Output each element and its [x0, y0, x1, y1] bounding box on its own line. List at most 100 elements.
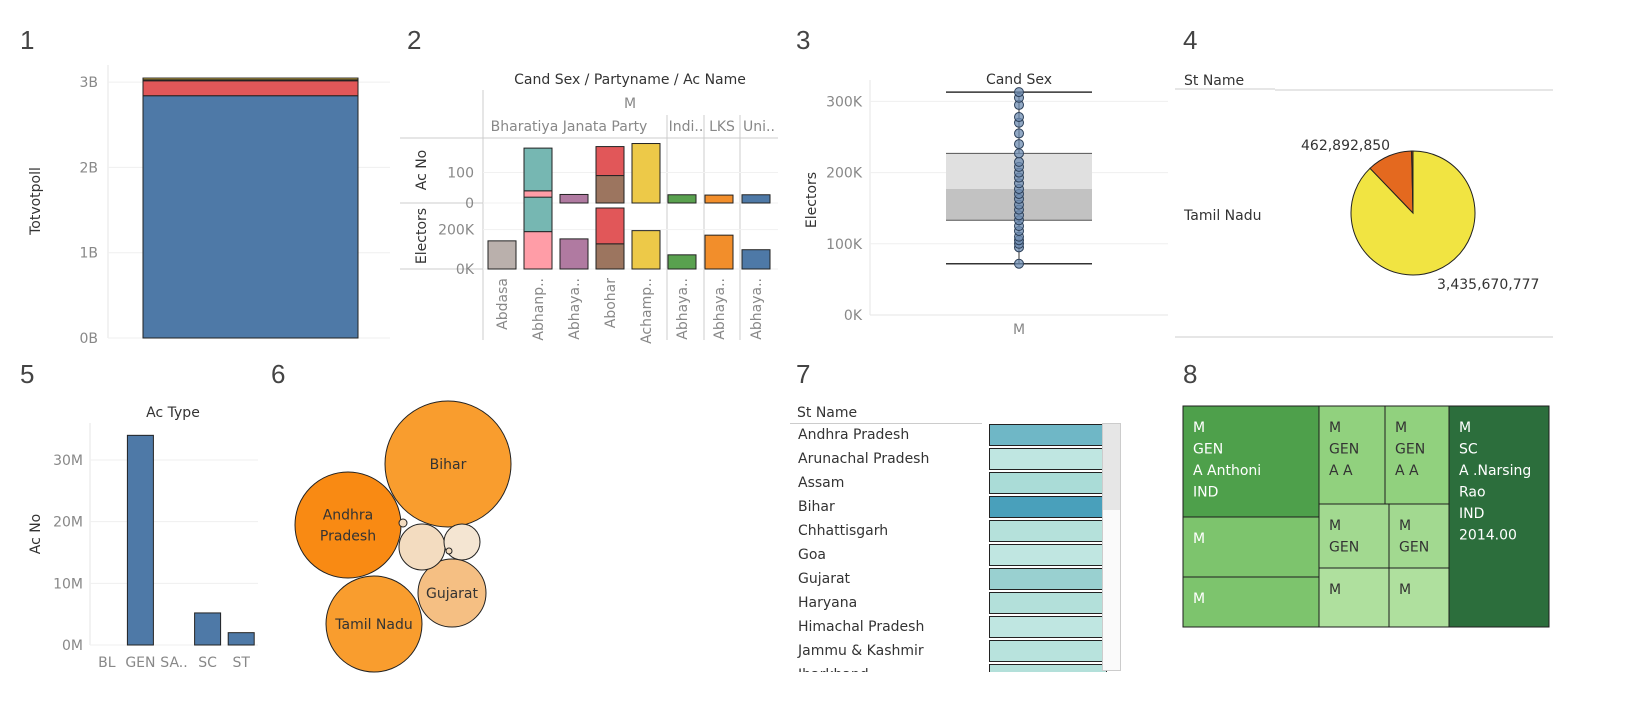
heat-cell: [989, 496, 1107, 518]
y-tick-label: 3B: [79, 75, 98, 91]
panel-number-1: 1: [20, 25, 35, 55]
stacked-bar-segment: [142, 77, 359, 81]
heat-cell: [989, 520, 1107, 542]
x-tick-label: Abdasa: [495, 278, 511, 330]
row-label: Gujarat: [798, 571, 851, 587]
treemap-tile-label: IND: [1459, 506, 1484, 522]
row-label: Jharkhand: [798, 667, 869, 672]
bubble-label: Andhra: [323, 508, 374, 524]
treemap-tile-label: 2014.00: [1459, 528, 1517, 544]
bar: [227, 632, 255, 646]
y-axis-title: Totvotpoll: [28, 167, 44, 236]
table-row: Haryana: [790, 591, 1130, 616]
data-point: [1014, 156, 1024, 167]
y-tick-label: 0B: [79, 331, 98, 347]
treemap-tile: [1448, 405, 1550, 628]
chart-2-party-bars: Cand Sex / Partyname / Ac Name M Bharatiya…: [400, 72, 778, 344]
treemap-tile-label: M: [1329, 518, 1341, 534]
treemap-tile-label: M: [1459, 420, 1471, 436]
treemap-tile-label: SC: [1459, 442, 1478, 458]
x-tick-label: Achamp..: [639, 278, 655, 344]
treemap-tile: [1388, 503, 1450, 569]
y-tick-label: 200K: [826, 166, 863, 182]
scrollbar-thumb[interactable]: [1103, 424, 1120, 510]
data-point: [1014, 148, 1024, 159]
row-label: Arunachal Pradesh: [798, 451, 930, 467]
chart-8-treemap: M GEN A Anthoni IND M M M GEN A A M GEN A A M GEN M GEN…: [1182, 405, 1550, 628]
bar-segment: [704, 234, 734, 270]
row-label: Haryana: [798, 595, 858, 611]
treemap-tile-label: M: [1193, 591, 1205, 607]
treemap-tile-label: M: [1399, 582, 1411, 598]
heat-cell: [989, 568, 1107, 590]
header-rule: [790, 423, 982, 424]
bubble-label: Gujarat: [426, 586, 479, 602]
table-row: Bihar: [790, 495, 1130, 520]
bar-segment: [667, 194, 697, 204]
bar-segment: [631, 230, 661, 270]
row-label: Assam: [798, 475, 845, 491]
bubble-label: Bihar: [430, 457, 467, 473]
treemap-tile: [1182, 516, 1320, 578]
table-row: Arunachal Pradesh: [790, 447, 1130, 472]
bubble: [398, 523, 446, 571]
column-header: St Name: [1184, 73, 1244, 89]
y-tick-label: 100K: [826, 237, 863, 253]
bar-segment: [523, 196, 553, 233]
header-party-label: LKS: [709, 119, 735, 135]
panel-number-2: 2: [407, 25, 422, 55]
header-title: Cand Sex / Partyname / Ac Name: [514, 72, 746, 88]
data-point: [1014, 87, 1024, 98]
heat-cell: [989, 592, 1107, 614]
treemap-tile: [1388, 567, 1450, 628]
panel-number-4: 4: [1183, 25, 1198, 55]
y-tick-label: 200K: [438, 223, 475, 239]
panel-number-8: 8: [1183, 359, 1198, 389]
treemap-tile-label: A .Narsing: [1459, 463, 1531, 479]
y-axis-title: Electors: [804, 172, 820, 228]
row-label: Chhattisgarh: [798, 523, 889, 539]
bubble: [294, 471, 402, 579]
bar-segment: [704, 194, 734, 204]
treemap-tile-label: A Anthoni: [1193, 463, 1261, 479]
table-row: Jharkhand: [790, 663, 1130, 672]
bubble: [325, 575, 423, 673]
x-tick-label: ST: [232, 655, 250, 671]
y-tick-label: 10M: [53, 576, 83, 592]
bubble-label: Pradesh: [320, 529, 376, 545]
y-tick-label: 0M: [62, 638, 83, 654]
bar-segment: [595, 243, 625, 270]
y-tick-label: 1B: [79, 246, 98, 262]
y-tick-label: 100: [447, 166, 474, 182]
row-label: Goa: [798, 547, 826, 563]
heat-cell: [989, 616, 1107, 638]
table-row: Himachal Pradesh: [790, 615, 1130, 640]
chart-6-packed-bubbles: Bihar Andhra Pradesh Tamil Nadu Gujarat: [294, 400, 512, 673]
chart-7-state-heatmap: St Name Andhra Pradesh Arunachal Pradesh A…: [790, 400, 1135, 672]
header-party-label: Bharatiya Janata Party: [491, 119, 648, 135]
bar-segment: [741, 194, 771, 204]
bar-segment: [487, 240, 517, 270]
row-label: Andhra Pradesh: [798, 427, 910, 443]
bar-segment: [559, 238, 589, 270]
bar-segment: [523, 231, 553, 270]
heat-cell: [989, 664, 1107, 672]
data-point: [1014, 128, 1024, 139]
bar: [194, 612, 222, 646]
row-label: Jammu & Kashmir: [798, 643, 924, 659]
chart-5-ac-type-bars: Ac Type 0M 10M 20M 30M Ac No BL GEN SA.. SC ST: [28, 405, 258, 671]
data-point: [1014, 139, 1024, 150]
table-row: Gujarat: [790, 567, 1130, 592]
treemap-tile-label: GEN: [1395, 442, 1425, 458]
treemap-tile-label: Rao: [1459, 485, 1486, 501]
column-header-st-name: St Name: [797, 405, 858, 421]
treemap-tile-label: A A: [1329, 463, 1353, 479]
y-tick-label: 0K: [844, 308, 863, 324]
treemap-tile-label: GEN: [1329, 442, 1359, 458]
panel-number-6: 6: [271, 359, 286, 389]
heat-cell: [989, 544, 1107, 566]
y-axis-title: Ac No: [28, 514, 44, 555]
y-tick-label: 30M: [53, 453, 83, 469]
y-tick-label: 300K: [826, 94, 863, 110]
pie-slice-label: 3,435,670,777: [1437, 277, 1539, 293]
